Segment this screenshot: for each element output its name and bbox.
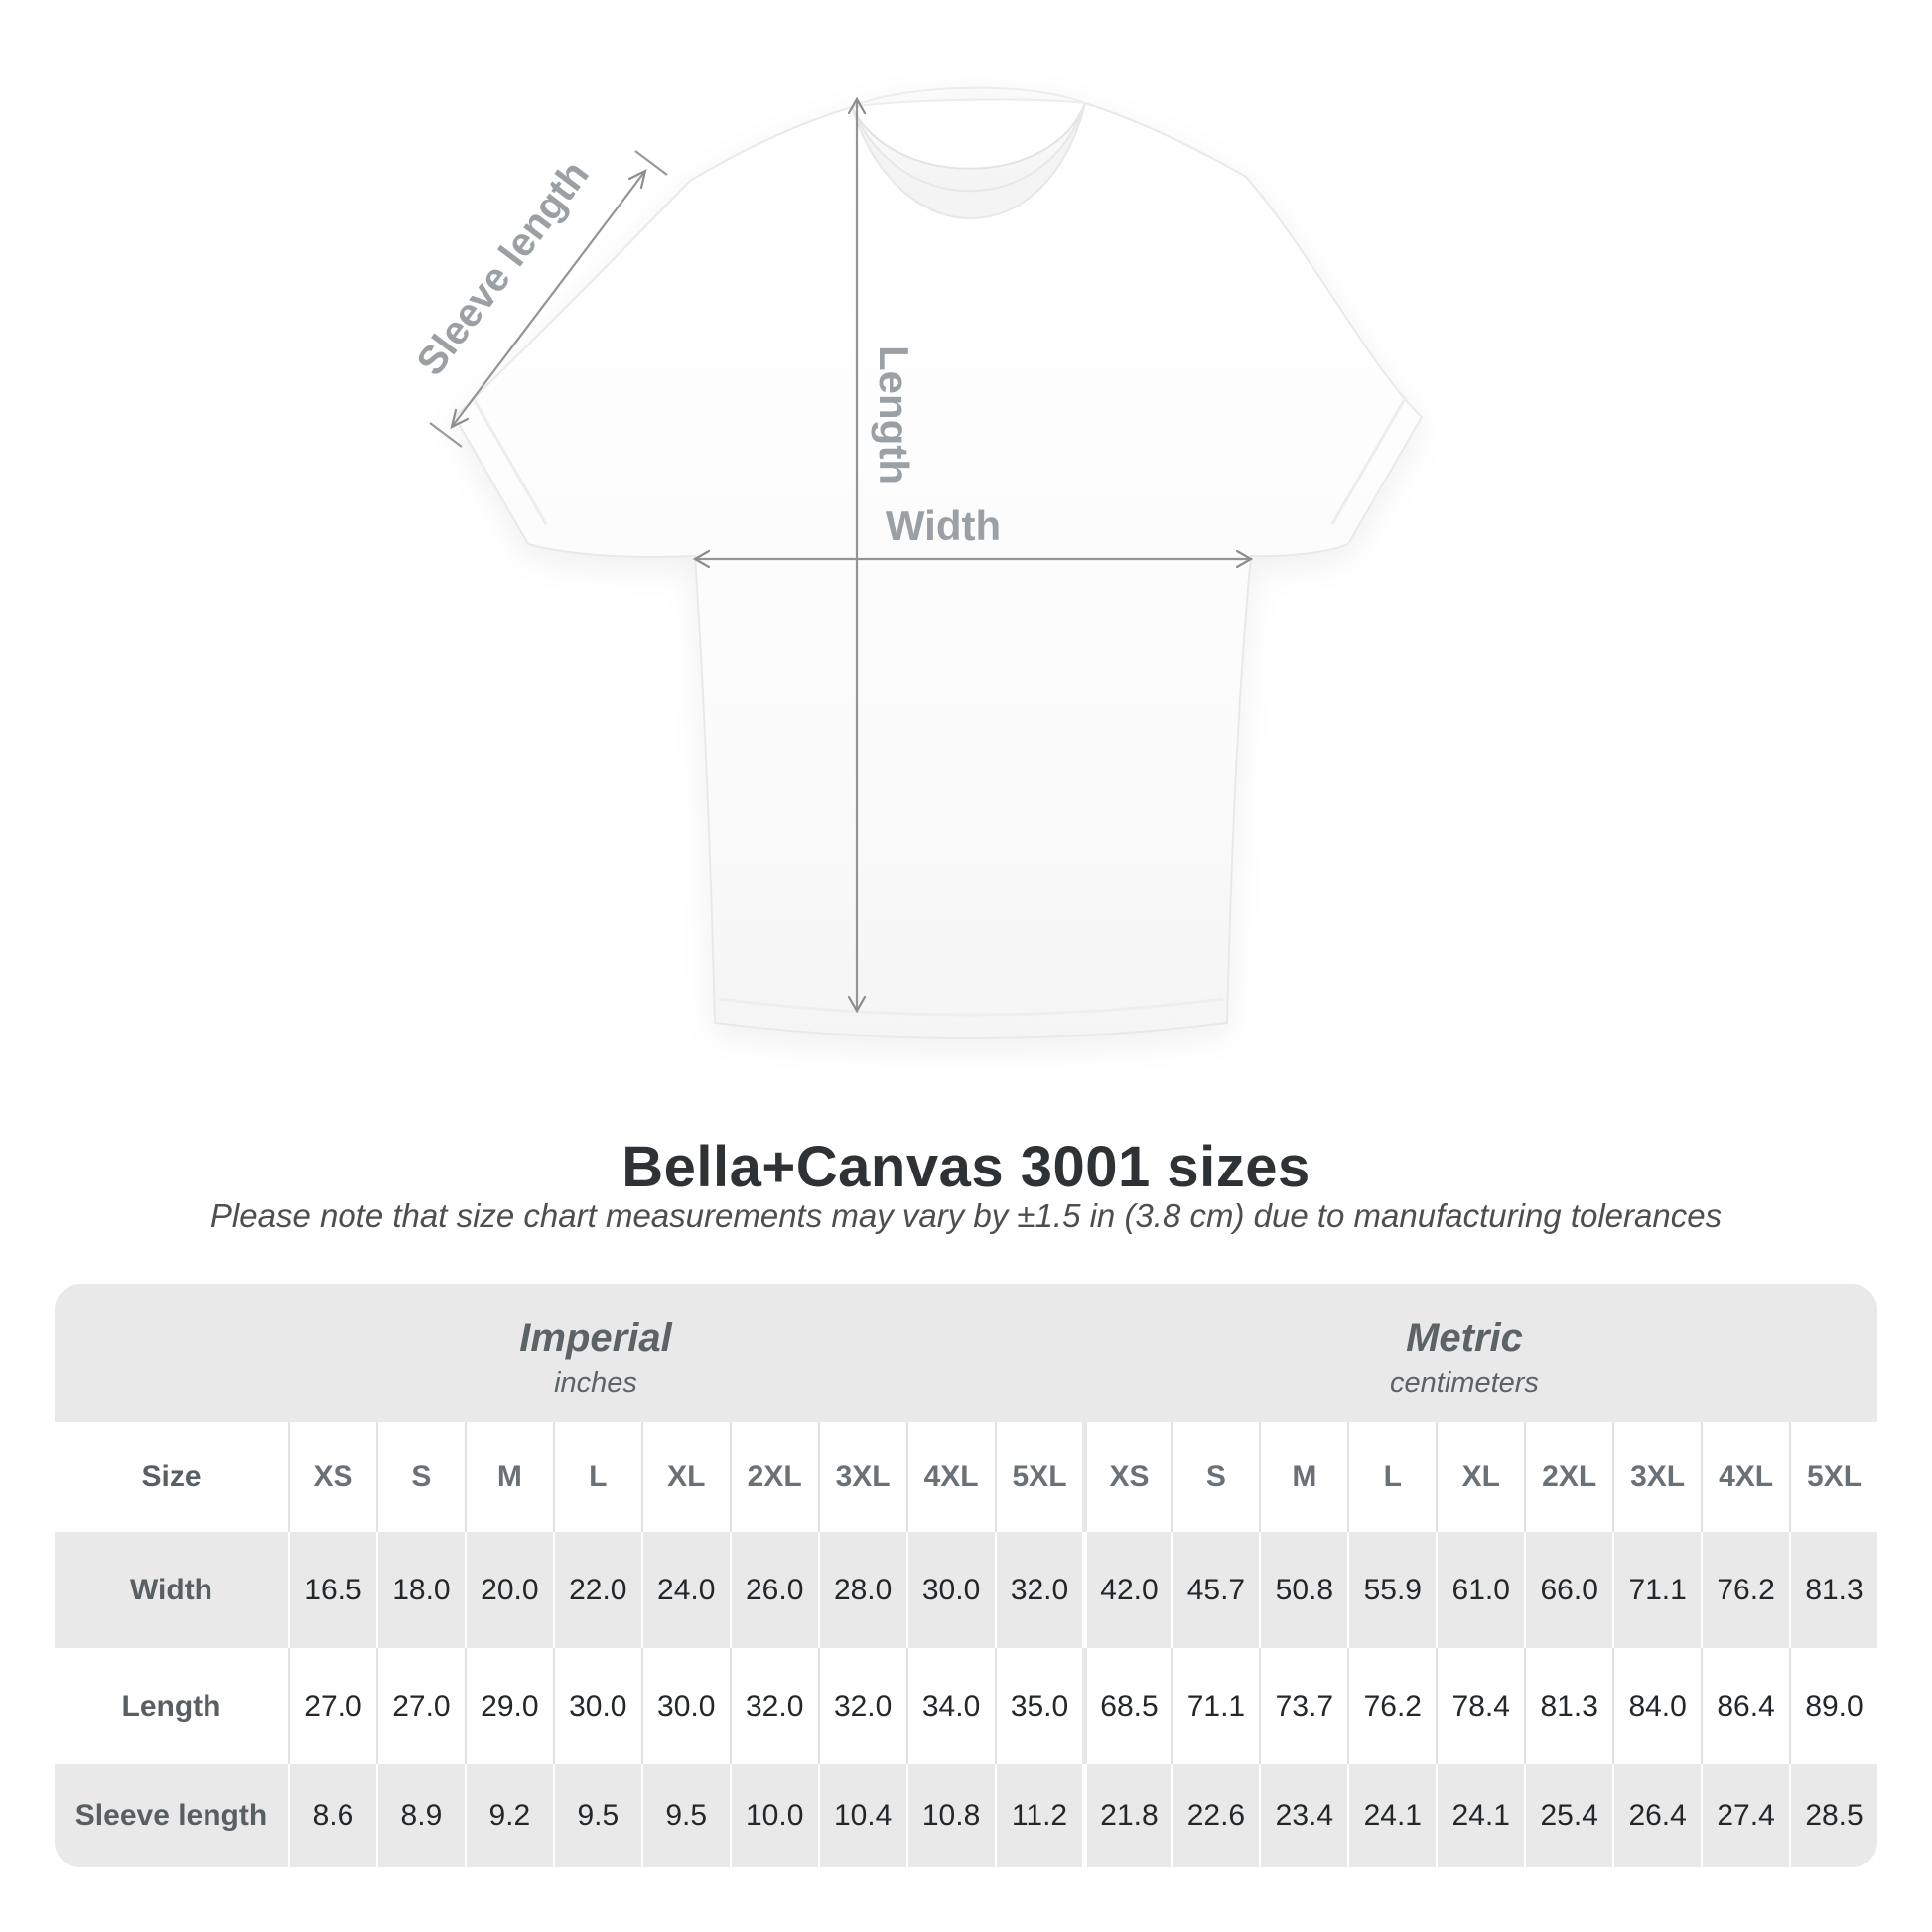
size-column-header: 3XL bbox=[817, 1422, 906, 1532]
measurement-value: 32.0 bbox=[994, 1532, 1083, 1648]
measurement-value: 26.4 bbox=[1612, 1764, 1701, 1867]
measurement-value: 11.2 bbox=[994, 1764, 1083, 1867]
collar-back bbox=[851, 86, 1086, 108]
measurement-value: 68.5 bbox=[1082, 1648, 1171, 1764]
measurement-value: 9.5 bbox=[552, 1764, 641, 1867]
size-column-header: S bbox=[375, 1422, 465, 1532]
size-column-header: L bbox=[552, 1422, 641, 1532]
size-column-header: M bbox=[1259, 1422, 1347, 1532]
measurement-value: 78.4 bbox=[1436, 1648, 1524, 1764]
measurement-value: 24.1 bbox=[1436, 1764, 1524, 1867]
row-label: Sleeve length bbox=[74, 1799, 268, 1832]
measurement-value: 30.0 bbox=[640, 1648, 730, 1764]
measurement-value: 26.0 bbox=[729, 1532, 818, 1648]
measurement-value: 32.0 bbox=[729, 1648, 818, 1764]
measurement-value: 29.0 bbox=[464, 1648, 553, 1764]
measurement-row: Width 16.5 18.0 20.0 22.0 24.0 26.0 28.0 30.0 32.… bbox=[55, 1532, 1877, 1648]
tshirt-illustration: Length Width Sleeve length bbox=[417, 86, 1424, 1039]
size-column-header: XS bbox=[288, 1422, 376, 1532]
measurement-value: 50.8 bbox=[1259, 1532, 1347, 1648]
measurement-value: 20.0 bbox=[464, 1532, 553, 1648]
measurement-value: 10.0 bbox=[729, 1764, 818, 1867]
measurement-value: 27.0 bbox=[288, 1648, 376, 1764]
imperial-label: Imperial bbox=[519, 1316, 672, 1360]
width-annotation: Width bbox=[692, 502, 1254, 569]
measurement-value: 22.6 bbox=[1171, 1764, 1259, 1867]
measurement-value: 27.0 bbox=[375, 1648, 465, 1764]
imperial-units: inches bbox=[554, 1367, 637, 1399]
measurement-value: 84.0 bbox=[1612, 1648, 1701, 1764]
size-column-header: L bbox=[1347, 1422, 1436, 1532]
measurement-value: 24.1 bbox=[1347, 1764, 1436, 1867]
measurement-value: 9.2 bbox=[464, 1764, 553, 1867]
size-column-header: 5XL bbox=[1789, 1422, 1877, 1532]
measurement-value: 21.8 bbox=[1082, 1764, 1171, 1867]
size-column-header: 4XL bbox=[905, 1422, 995, 1532]
measurement-value: 89.0 bbox=[1789, 1648, 1877, 1764]
measurement-value: 24.0 bbox=[640, 1532, 730, 1648]
metric-units: centimeters bbox=[1390, 1367, 1539, 1399]
measurement-value: 10.8 bbox=[905, 1764, 995, 1867]
size-column-header: 4XL bbox=[1701, 1422, 1789, 1532]
measurement-value: 42.0 bbox=[1082, 1532, 1171, 1648]
measurement-value: 30.0 bbox=[905, 1532, 995, 1648]
measurement-value: 66.0 bbox=[1524, 1532, 1612, 1648]
length-annotation: Length bbox=[847, 96, 917, 1014]
measurement-value: 73.7 bbox=[1259, 1648, 1347, 1764]
measurement-value: 34.0 bbox=[905, 1648, 995, 1764]
measurement-value: 18.0 bbox=[375, 1532, 465, 1648]
measurement-value: 86.4 bbox=[1701, 1648, 1789, 1764]
measurement-value: 16.5 bbox=[288, 1532, 376, 1648]
measurement-value: 81.3 bbox=[1524, 1648, 1612, 1764]
size-table: Imperial inches Metric centimeters Size X… bbox=[55, 1284, 1877, 1867]
measurement-value: 28.5 bbox=[1789, 1764, 1877, 1867]
measurement-value: 22.0 bbox=[552, 1532, 641, 1648]
measurement-value: 10.4 bbox=[817, 1764, 906, 1867]
size-column-header: M bbox=[464, 1422, 553, 1532]
measurement-value: 45.7 bbox=[1171, 1532, 1259, 1648]
width-label: Width bbox=[886, 502, 1001, 549]
metric-unit-header: Metric centimeters bbox=[1081, 1284, 1848, 1422]
size-header-row: Size XS S M L XL 2XL 3XL 4XL 5XL XS S M L XL 2XL 3XL 4XL 5… bbox=[55, 1422, 1877, 1532]
size-column-header: 5XL bbox=[994, 1422, 1083, 1532]
unit-header-band: Imperial inches Metric centimeters bbox=[55, 1284, 1877, 1422]
row-label: Length bbox=[121, 1689, 221, 1723]
size-column-header: XL bbox=[1436, 1422, 1524, 1532]
tshirt-shape bbox=[453, 86, 1424, 1039]
size-column-header: 3XL bbox=[1612, 1422, 1701, 1532]
measurement-value: 32.0 bbox=[817, 1648, 906, 1764]
size-column-header: S bbox=[1171, 1422, 1259, 1532]
measurement-value: 30.0 bbox=[552, 1648, 641, 1764]
row-label: Size bbox=[141, 1459, 202, 1493]
measurement-value: 76.2 bbox=[1701, 1532, 1789, 1648]
size-column-header: 2XL bbox=[1524, 1422, 1612, 1532]
measurement-value: 55.9 bbox=[1347, 1532, 1436, 1648]
measurement-value: 23.4 bbox=[1259, 1764, 1347, 1867]
size-column-header: XL bbox=[640, 1422, 730, 1532]
measurement-row: Length 27.0 27.0 29.0 30.0 30.0 32.0 32.0 34.0 35… bbox=[55, 1648, 1877, 1764]
page-title: Bella+Canvas 3001 sizes bbox=[621, 1135, 1311, 1199]
metric-label: Metric bbox=[1406, 1316, 1523, 1360]
measurement-value: 71.1 bbox=[1171, 1648, 1259, 1764]
size-table-rows: Size XS S M L XL 2XL 3XL 4XL 5XL XS S M L XL 2XL 3XL 4XL 5… bbox=[55, 1422, 1877, 1867]
measurement-value: 28.0 bbox=[817, 1532, 906, 1648]
tolerance-note: Please note that size chart measurements… bbox=[209, 1197, 1723, 1234]
measurement-value: 8.6 bbox=[288, 1764, 376, 1867]
measurement-value: 8.9 bbox=[375, 1764, 465, 1867]
measurement-value: 27.4 bbox=[1701, 1764, 1789, 1867]
measurement-value: 35.0 bbox=[994, 1648, 1083, 1764]
measurement-value: 76.2 bbox=[1347, 1648, 1436, 1764]
size-column-header: 2XL bbox=[729, 1422, 818, 1532]
length-label: Length bbox=[871, 345, 917, 484]
measurement-value: 61.0 bbox=[1436, 1532, 1524, 1648]
measurement-value: 81.3 bbox=[1789, 1532, 1877, 1648]
measurement-value: 9.5 bbox=[640, 1764, 730, 1867]
measurement-row: Sleeve length 8.6 8.9 9.2 9.5 9.5 10.0 10.4 10.8… bbox=[55, 1764, 1877, 1867]
imperial-unit-header: Imperial inches bbox=[55, 1284, 1137, 1422]
size-column-header: XS bbox=[1082, 1422, 1171, 1532]
measurement-value: 71.1 bbox=[1612, 1532, 1701, 1648]
row-label: Width bbox=[129, 1573, 213, 1606]
measurement-value: 25.4 bbox=[1524, 1764, 1612, 1867]
